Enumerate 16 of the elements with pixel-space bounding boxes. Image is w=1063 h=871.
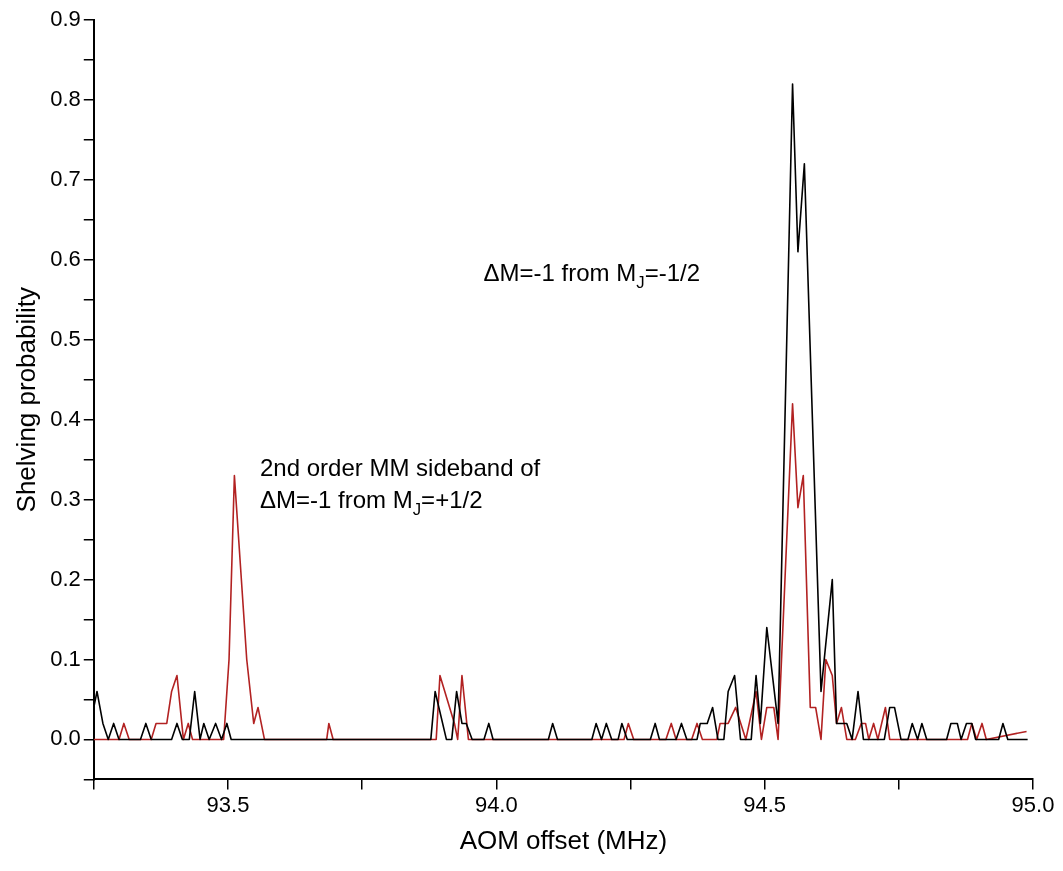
x-axis-title: AOM offset (MHz) xyxy=(459,824,668,855)
y-axis-title: Shelving probability xyxy=(10,286,41,513)
x-tick-label: 95.0 xyxy=(1011,791,1055,817)
y-tick-label: 0.0 xyxy=(50,725,81,751)
y-tick-label: 0.6 xyxy=(50,245,81,271)
y-tick-label: 0.1 xyxy=(50,645,81,671)
y-tick-label: 0.2 xyxy=(50,565,81,591)
y-tick-label: 0.3 xyxy=(50,485,81,511)
y-tick-label: 0.5 xyxy=(50,325,81,351)
y-tick-label: 0.7 xyxy=(50,165,81,191)
x-tick-label: 93.5 xyxy=(206,791,250,817)
y-tick-label: 0.9 xyxy=(50,6,81,32)
y-tick-label: 0.8 xyxy=(50,86,81,111)
x-tick-label: 94.5 xyxy=(743,791,787,817)
x-tick-label: 94.0 xyxy=(474,791,518,817)
y-tick-label: 0.4 xyxy=(50,405,81,431)
